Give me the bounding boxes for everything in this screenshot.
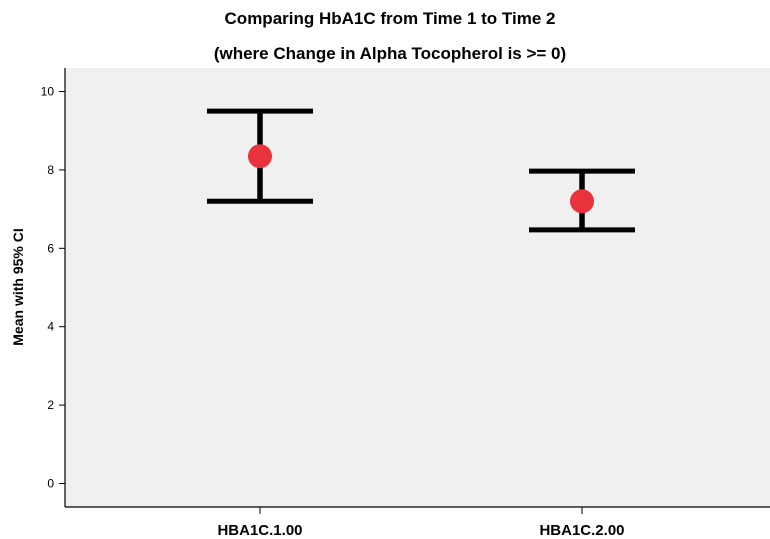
mean-marker [570, 189, 594, 214]
chart-title: Comparing HbA1C from Time 1 to Time 2 [225, 9, 556, 28]
y-tick-label: 10 [41, 85, 55, 99]
plot-area [65, 68, 770, 507]
chart-subtitle: (where Change in Alpha Tocopherol is >= … [214, 44, 566, 63]
x-tick-label: HBA1C.1.00 [217, 522, 302, 539]
y-tick-label: 8 [47, 163, 54, 177]
mean-marker [248, 144, 272, 169]
x-axis-ticks: HBA1C.1.00 HBA1C.2.00 [217, 507, 625, 539]
y-axis-label: Mean with 95% CI [10, 228, 26, 345]
y-tick-label: 4 [47, 320, 54, 334]
y-axis-ticks: 0 2 4 6 8 10 [41, 85, 65, 490]
y-tick-label: 2 [47, 398, 54, 412]
x-tick-label: HBA1C.2.00 [539, 522, 624, 539]
error-bar-series [207, 108, 635, 233]
y-tick-label: 6 [47, 241, 54, 255]
y-tick-label: 0 [47, 476, 54, 490]
